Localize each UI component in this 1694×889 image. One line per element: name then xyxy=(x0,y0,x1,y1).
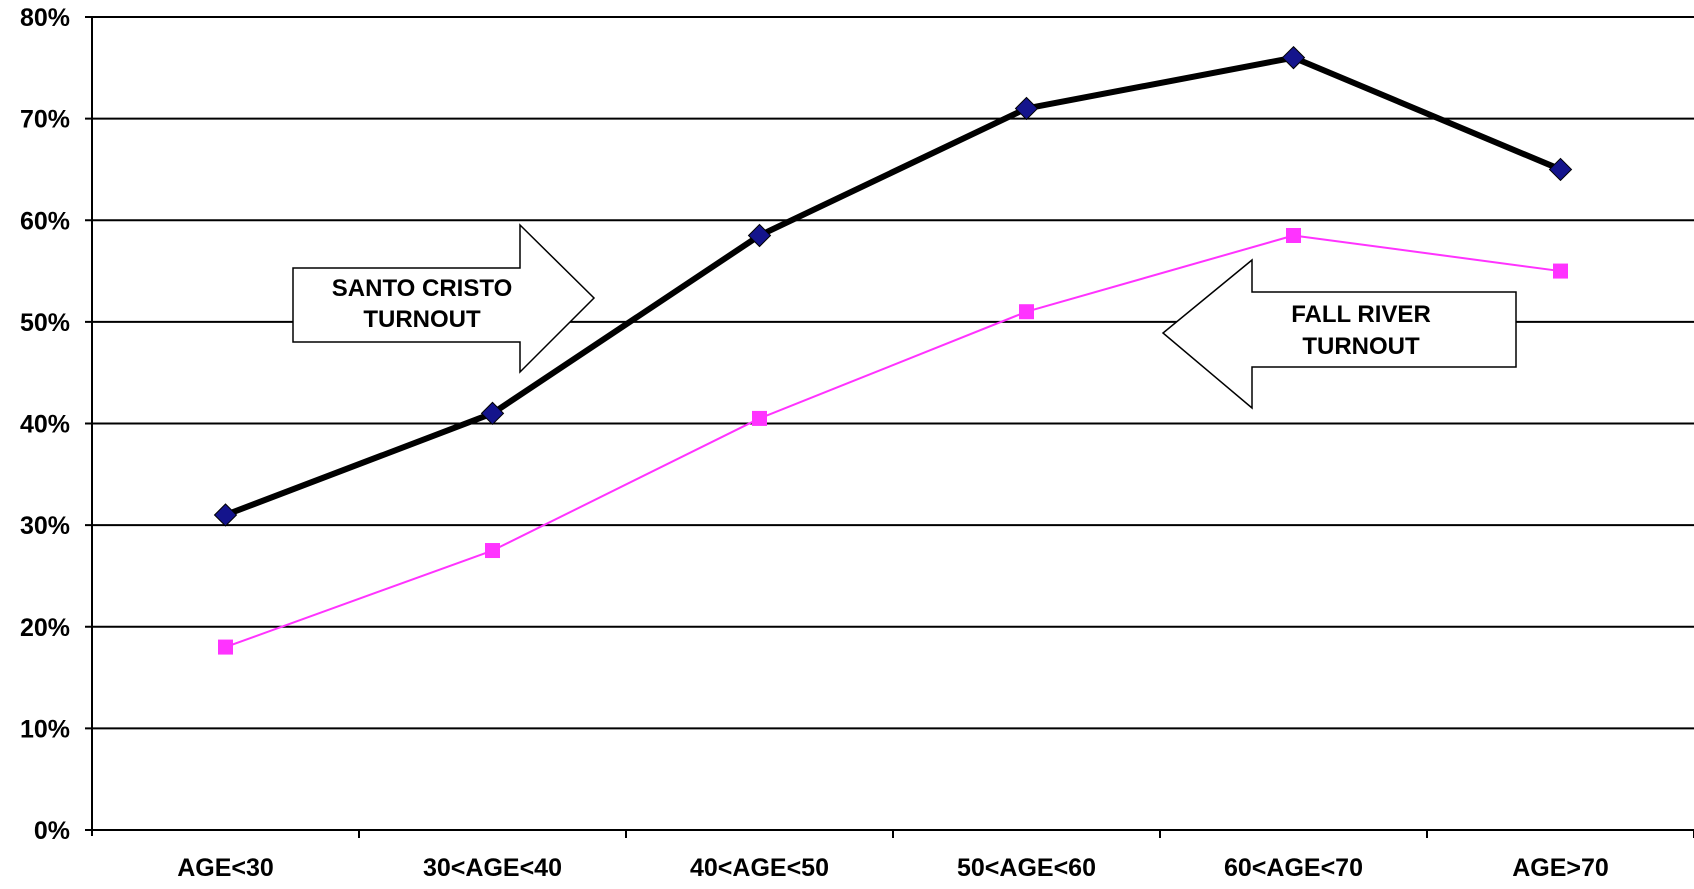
data-point-square xyxy=(1553,263,1568,279)
data-point-diamond xyxy=(1014,96,1039,121)
series-0 xyxy=(213,45,1573,527)
x-tick-label: 50<AGE<60 xyxy=(957,854,1096,882)
y-tick-label: 80% xyxy=(20,4,70,32)
x-tick-label: 60<AGE<70 xyxy=(1224,854,1363,882)
santo-cristo-callout: SANTO CRISTO TURNOUT xyxy=(292,223,596,374)
series-line-0 xyxy=(224,54,1562,518)
y-tick-label: 70% xyxy=(20,106,70,134)
fall-river-label-line2: TURNOUT xyxy=(1302,333,1420,360)
data-point-diamond xyxy=(480,401,505,426)
data-point-diamond xyxy=(1548,157,1573,182)
x-tick-label: 40<AGE<50 xyxy=(690,854,829,882)
y-tick-label: 60% xyxy=(20,207,70,235)
santo-cristo-label-line2: TURNOUT xyxy=(363,306,481,333)
fall-river-label-line1: FALL RIVER xyxy=(1291,301,1431,328)
data-point-square xyxy=(218,639,233,655)
y-tick-label: 20% xyxy=(20,614,70,642)
fall-river-arrow-shape xyxy=(1161,258,1517,410)
x-tick-label: 30<AGE<40 xyxy=(423,854,562,882)
x-tick-label: AGE<30 xyxy=(177,854,274,882)
series-1 xyxy=(218,227,1568,655)
data-point-diamond xyxy=(747,223,772,248)
data-point-square xyxy=(1019,304,1034,320)
santo-cristo-arrow-shape xyxy=(292,223,596,374)
data-point-square xyxy=(485,543,500,559)
axes xyxy=(85,16,1694,838)
data-point-diamond xyxy=(213,503,238,527)
y-tick-label: 10% xyxy=(20,715,70,743)
series-line-1 xyxy=(225,234,1561,649)
y-tick-label: 30% xyxy=(20,512,70,540)
data-point-square xyxy=(1286,227,1301,243)
y-tick-label: 0% xyxy=(34,817,70,845)
fall-river-callout: FALL RIVER TURNOUT xyxy=(1161,258,1517,410)
callouts: SANTO CRISTO TURNOUT FALL RIVER TURNOUT xyxy=(292,223,1517,410)
santo-cristo-label-line1: SANTO CRISTO xyxy=(332,275,512,302)
y-axis-tick-labels: 0% 10% 20% 30% 40% 50% 60% 70% 80% xyxy=(20,4,70,845)
y-tick-label: 40% xyxy=(20,411,70,439)
data-point-square xyxy=(752,410,767,426)
x-axis-tick-labels: AGE<30 30<AGE<40 40<AGE<50 50<AGE<60 60<AGE<… xyxy=(177,854,1609,882)
data-point-diamond xyxy=(1281,45,1306,70)
y-tick-label: 50% xyxy=(20,309,70,337)
data-series xyxy=(213,45,1573,655)
x-tick-label: AGE>70 xyxy=(1512,854,1609,882)
